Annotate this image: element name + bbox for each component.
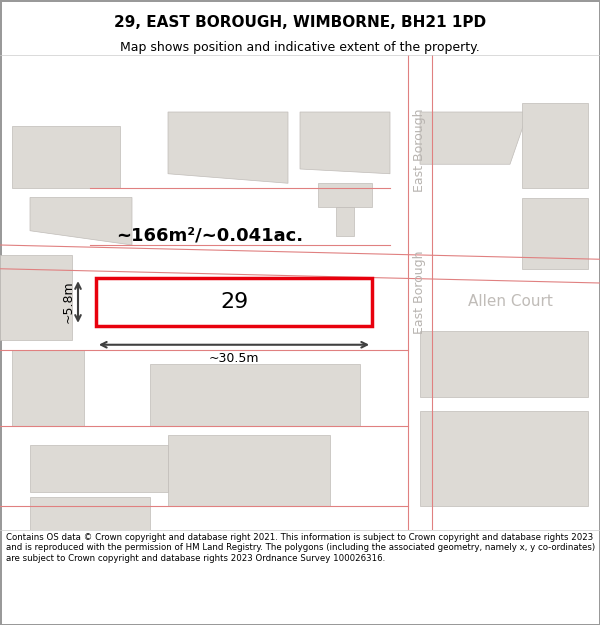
Text: East Borough: East Borough xyxy=(413,108,427,192)
Text: 29: 29 xyxy=(220,292,248,312)
Polygon shape xyxy=(336,207,354,236)
Polygon shape xyxy=(30,497,150,530)
Polygon shape xyxy=(420,331,588,397)
Polygon shape xyxy=(168,112,288,183)
Text: Map shows position and indicative extent of the property.: Map shows position and indicative extent… xyxy=(120,41,480,54)
Text: ~166m²/~0.041ac.: ~166m²/~0.041ac. xyxy=(116,227,304,245)
Polygon shape xyxy=(30,198,132,245)
Text: Allen Court: Allen Court xyxy=(467,294,553,309)
Polygon shape xyxy=(420,411,588,506)
Polygon shape xyxy=(168,435,330,506)
Text: East Borough: East Borough xyxy=(413,251,427,334)
Polygon shape xyxy=(150,364,360,426)
Polygon shape xyxy=(420,112,528,164)
Polygon shape xyxy=(0,254,72,340)
Text: 29, EAST BOROUGH, WIMBORNE, BH21 1PD: 29, EAST BOROUGH, WIMBORNE, BH21 1PD xyxy=(114,16,486,31)
Polygon shape xyxy=(522,102,588,188)
Polygon shape xyxy=(30,444,168,492)
Polygon shape xyxy=(12,349,84,426)
Polygon shape xyxy=(522,198,588,269)
Text: ~5.8m: ~5.8m xyxy=(62,281,75,323)
Polygon shape xyxy=(318,183,372,207)
Text: ~30.5m: ~30.5m xyxy=(209,352,259,365)
Polygon shape xyxy=(12,126,120,188)
Polygon shape xyxy=(300,112,390,174)
Text: Contains OS data © Crown copyright and database right 2021. This information is : Contains OS data © Crown copyright and d… xyxy=(6,533,595,562)
Bar xyxy=(96,278,372,326)
